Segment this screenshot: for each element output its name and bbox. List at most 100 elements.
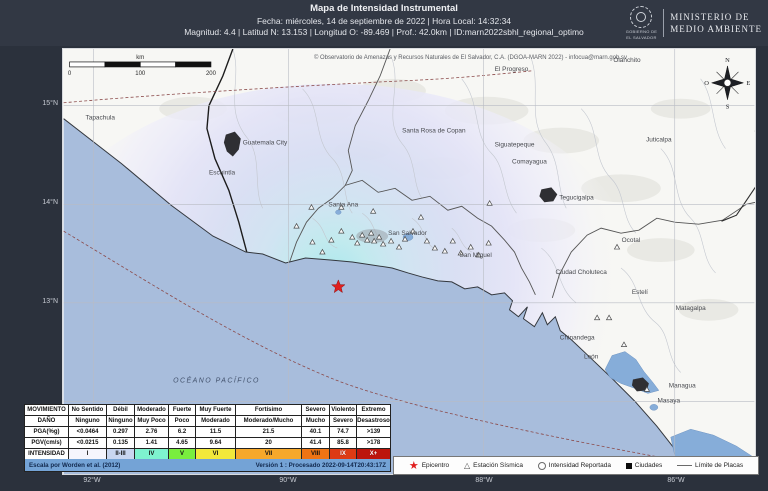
- dano-cell: Mucho: [302, 416, 330, 427]
- movimiento-cell: Fortísimo: [236, 405, 302, 416]
- legend-item-intensidad-reportada: Intensidad Reportada: [537, 461, 611, 470]
- compass-e: E: [746, 80, 750, 87]
- coastline: [63, 118, 697, 474]
- pga-cell: 6.2: [169, 427, 196, 438]
- lon-label-90w: 90°W: [279, 477, 297, 484]
- legend-item-limite-placas: Límite de Placas: [677, 462, 743, 469]
- city-square-icon: [625, 462, 632, 469]
- dano-cell: Moderado: [196, 416, 236, 427]
- tegucigalpa-area: [539, 187, 558, 203]
- movimiento-cell: Débil: [107, 405, 135, 416]
- city-label-escuintla: Escuintla: [209, 169, 236, 176]
- pgv-cell: 4.65: [169, 438, 196, 449]
- reported-intensity-circle-icon: [537, 461, 546, 470]
- pga-cell: >139: [357, 427, 391, 438]
- row-header-movimiento: MOVIMIENTO: [25, 405, 69, 416]
- legend-label: Estación Sísmica: [473, 462, 523, 469]
- pacific-ocean: [63, 118, 696, 474]
- plate-boundary-inland: [63, 70, 532, 104]
- intensity-scale-table: MOVIMIENTO No Sentido Débil Moderado Fue…: [24, 404, 391, 460]
- managua-area: [631, 377, 649, 392]
- city-label-santa-ana: Santa Ana: [328, 201, 358, 208]
- legend-label: Ciudades: [634, 462, 663, 469]
- row-header-pga: PGA(%g): [25, 427, 69, 438]
- movimiento-cell: Muy Fuerte: [196, 405, 236, 416]
- city-label-managua: Managua: [669, 382, 696, 389]
- gobierno-emblem: GOBIERNO DE EL SALVADOR: [626, 6, 658, 40]
- legend-label: Intensidad Reportada: [548, 462, 611, 469]
- city-label-san-miguel: San Miguel: [460, 252, 492, 259]
- plate-boundaries: [63, 70, 681, 462]
- city-label-siguatepeque: Siguatepeque: [495, 142, 535, 149]
- page-title: Mapa de Intensidad Instrumental: [310, 3, 458, 14]
- city-label-olanchito: Olanchito: [613, 57, 641, 64]
- movimiento-cell: Violento: [330, 405, 357, 416]
- row-header-pgv: PGV(cm/s): [25, 438, 69, 449]
- lat-label-14n: 14°N: [42, 199, 58, 206]
- lake-coatepeque: [335, 209, 342, 215]
- legend-item-epicentro: ★ Epicentro: [409, 460, 450, 471]
- compass-s: S: [726, 104, 730, 111]
- san-salvador-urban-area: [356, 229, 389, 244]
- row-header-dano: DAÑO: [25, 416, 69, 427]
- legend-item-ciudades: Ciudades: [625, 462, 663, 469]
- header-date-line: Fecha: miércoles, 14 de septiembre de 20…: [256, 15, 512, 26]
- city-label-san-salvador: San Salvador: [388, 230, 428, 237]
- caribbean-coast-line: [721, 130, 755, 222]
- pga-cell: 40.1: [302, 427, 330, 438]
- border-mexico-guatemala: [206, 49, 248, 253]
- compass-rose: N S E O: [704, 57, 750, 111]
- masaya-lagoon: [649, 404, 659, 411]
- station-triangle-icon: △: [463, 461, 471, 470]
- dano-cell: Desastroso: [357, 416, 391, 427]
- dano-cell: Moderado/Mucho: [236, 416, 302, 427]
- header-event-line: Magnitud: 4.4 | Latitud N: 13.153 | Long…: [184, 26, 584, 37]
- city-label-chinandega: Chinandega: [560, 335, 595, 342]
- pgv-cell: 0.135: [107, 438, 135, 449]
- pgv-cell: >178: [357, 438, 391, 449]
- legend-item-estacion: △ Estación Sísmica: [463, 461, 523, 470]
- movimiento-cell: Fuerte: [169, 405, 196, 416]
- pgv-cell: <0.0215: [69, 438, 107, 449]
- map-attribution: © Observatorio de Amenazas y Recursos Na…: [314, 54, 627, 61]
- lon-label-86w: 86°W: [667, 477, 685, 484]
- city-label-juticalpa: Juticalpa: [646, 137, 672, 144]
- pga-cell: 0.297: [107, 427, 135, 438]
- pga-cell: 2.76: [135, 427, 169, 438]
- compass-w: O: [704, 80, 709, 87]
- scale-0: 0: [68, 71, 72, 77]
- city-label-tapachula: Tapachula: [86, 115, 116, 122]
- ministry-logo: GOBIERNO DE EL SALVADOR MINISTERIO DE MEDI…: [626, 4, 762, 42]
- lat-label-13n: 13°N: [42, 298, 58, 305]
- movimiento-cell: No Sentido: [69, 405, 107, 416]
- map-legend-bar: ★ Epicentro △ Estación Sísmica Intensida…: [393, 456, 759, 475]
- pga-cell: 74.7: [330, 427, 357, 438]
- dano-cell: Muy Poco: [135, 416, 169, 427]
- dano-cell: Ninguno: [69, 416, 107, 427]
- pgv-cell: 20: [236, 438, 302, 449]
- pgv-cell: 9.64: [196, 438, 236, 449]
- ministry-name-line1: MINISTERIO DE: [670, 11, 750, 22]
- legend-label: Epicentro: [421, 462, 450, 469]
- scale-200: 200: [206, 71, 217, 77]
- movimiento-cell: Severo: [302, 405, 330, 416]
- city-label-santa-rosa-de-copan: Santa Rosa de Copan: [402, 128, 466, 135]
- lat-label-15n: 15°N: [42, 100, 58, 107]
- city-label-comayagua: Comayagua: [512, 158, 547, 165]
- city-label-masaya: Masaya: [657, 397, 680, 404]
- map-canvas: N S E O km 0 100 200 © Observatorio de A…: [62, 48, 756, 475]
- header-bar: Mapa de Intensidad Instrumental Fecha: m…: [0, 0, 768, 46]
- city-label-esteli: Estelí: [632, 289, 648, 296]
- scale-100: 100: [135, 71, 146, 77]
- guatemala-city-area: [223, 131, 241, 157]
- urban-areas: [223, 131, 649, 392]
- border-guatemala-honduras: [344, 49, 391, 186]
- ministry-name-line2: MEDIO AMBIENTE: [670, 24, 762, 34]
- lon-label-92w: 92°W: [83, 477, 101, 484]
- legend-label: Límite de Placas: [695, 462, 744, 469]
- epicenter-star-icon: [330, 279, 346, 294]
- movimiento-cell: Extremo: [357, 405, 391, 416]
- graticule: [63, 49, 755, 474]
- city-label-guatemala-city: Guatemala City: [243, 140, 288, 147]
